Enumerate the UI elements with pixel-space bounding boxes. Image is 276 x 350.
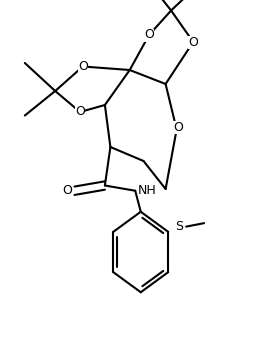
Text: S: S (175, 220, 183, 233)
Text: NH: NH (138, 184, 157, 197)
Text: O: O (144, 28, 154, 42)
Text: O: O (188, 35, 198, 49)
Text: O: O (173, 121, 183, 134)
Text: O: O (63, 184, 73, 197)
Text: O: O (75, 105, 85, 119)
Text: O: O (78, 60, 88, 73)
